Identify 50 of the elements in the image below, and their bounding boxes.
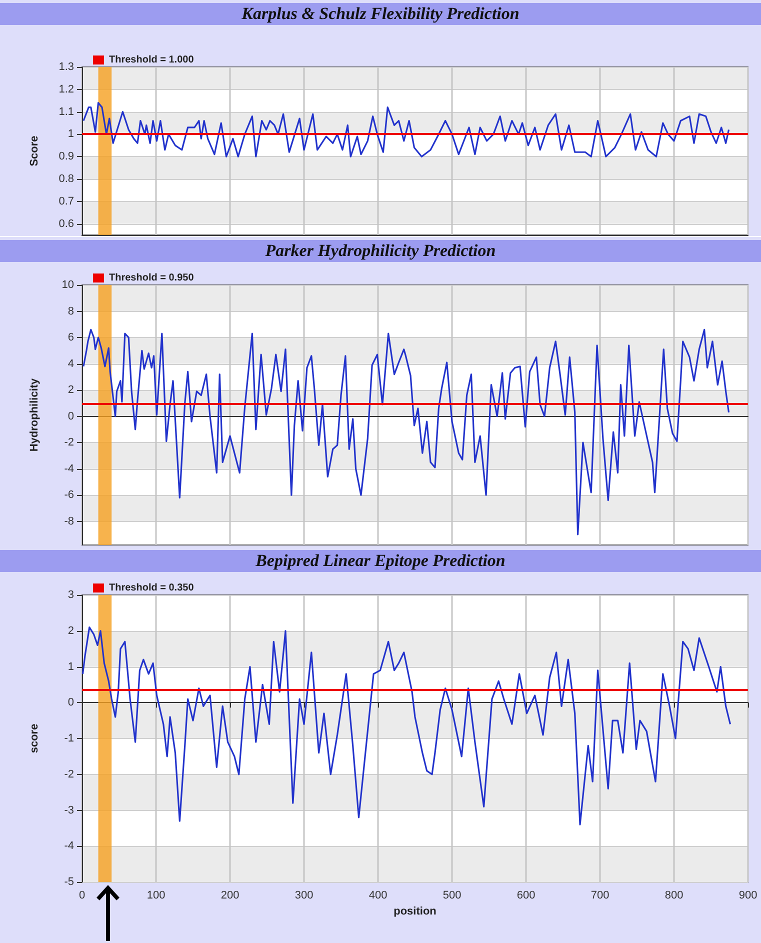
x-tick-label: 0 bbox=[78, 890, 86, 902]
y-axis-title: score bbox=[28, 724, 40, 754]
x-tick-label: 700 bbox=[590, 890, 610, 902]
y-tick-label: 0.8 bbox=[58, 173, 74, 185]
y-tick-label: 8 bbox=[68, 305, 74, 318]
legend-label: Threshold = 0.350 bbox=[109, 582, 194, 594]
x-tick-label: 200 bbox=[220, 890, 240, 902]
x-axis-title: position bbox=[394, 906, 437, 918]
y-axis-title: Score bbox=[28, 136, 40, 166]
y-tick-label: -2 bbox=[64, 436, 74, 449]
line-series bbox=[82, 102, 730, 158]
y-tick-label: -8 bbox=[64, 515, 74, 528]
y-tick-label: 0 bbox=[68, 696, 74, 709]
y-tick-label: -4 bbox=[64, 462, 74, 475]
x-tick-label: 800 bbox=[664, 890, 684, 902]
y-tick-label: 4 bbox=[68, 358, 74, 370]
y-tick-label: 10 bbox=[62, 279, 74, 291]
y-tick-label: -1 bbox=[64, 732, 74, 744]
legend-label: Threshold = 1.000 bbox=[109, 54, 194, 66]
x-tick-label: 300 bbox=[294, 890, 314, 902]
x-tick-label: 900 bbox=[738, 890, 758, 902]
chart-title: Bepipred Linear Epitope Prediction bbox=[0, 550, 761, 572]
y-tick-label: -6 bbox=[64, 489, 74, 502]
y-tick-label: -5 bbox=[64, 876, 74, 888]
x-tick-label: 400 bbox=[368, 890, 388, 902]
y-tick-label: 6 bbox=[68, 332, 74, 344]
chart-title: Karplus & Schulz Flexibility Prediction bbox=[0, 3, 761, 25]
y-tick-label: -3 bbox=[64, 804, 74, 816]
y-tick-label: 1.1 bbox=[58, 106, 74, 118]
line-series bbox=[82, 328, 730, 536]
y-tick-label: -2 bbox=[64, 768, 74, 780]
y-tick-label: 3 bbox=[68, 589, 74, 601]
x-tick-label: 100 bbox=[146, 890, 166, 902]
y-tick-label: 0 bbox=[68, 410, 74, 422]
line-series bbox=[82, 626, 732, 826]
chart-title: Parker Hydrophilicity Prediction bbox=[0, 240, 761, 262]
y-axis-title: Hydrophilicity bbox=[28, 377, 40, 452]
x-tick-label: 500 bbox=[442, 890, 462, 902]
y-tick-label: 2 bbox=[68, 624, 74, 637]
y-tick-label: 1.2 bbox=[58, 83, 74, 96]
y-tick-label: 0.6 bbox=[58, 218, 74, 230]
y-tick-label: 0.9 bbox=[58, 150, 74, 163]
y-tick-label: 2 bbox=[68, 384, 74, 396]
y-tick-label: -4 bbox=[64, 840, 74, 852]
y-tick-label: 1 bbox=[68, 660, 74, 673]
y-tick-label: 0.7 bbox=[58, 195, 74, 208]
y-tick-label: 1 bbox=[68, 128, 74, 140]
y-tick-label: 1.3 bbox=[58, 61, 74, 73]
legend-label: Threshold = 0.950 bbox=[109, 272, 194, 284]
x-tick-label: 600 bbox=[516, 890, 536, 902]
